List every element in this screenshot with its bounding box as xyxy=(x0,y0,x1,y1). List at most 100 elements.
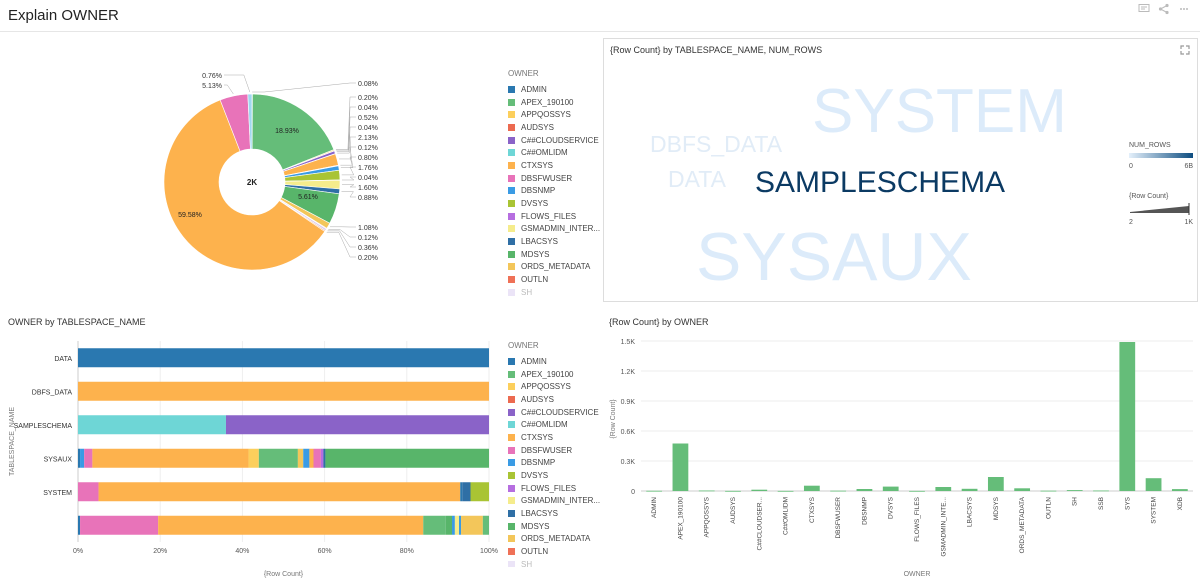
bar-segment-system-lbacsys[interactable] xyxy=(462,482,471,502)
bar-segment-system-dbsfwuser[interactable] xyxy=(78,482,99,502)
pie-legend-item-gsmadmin-inter[interactable]: GSMADMIN_INTER... xyxy=(508,223,600,236)
word-sampleschema[interactable]: SAMPLESCHEMA xyxy=(755,166,1006,199)
pie-legend-item-ctxsys[interactable]: CTXSYS xyxy=(508,159,600,172)
bar-flows-files[interactable] xyxy=(909,490,925,492)
bar-apex-190100[interactable] xyxy=(672,443,689,492)
bar-legend-item-sh[interactable]: SH xyxy=(508,558,600,567)
bar-c-omlidm[interactable] xyxy=(777,490,794,492)
word-system[interactable]: SYSTEM xyxy=(812,77,1067,146)
bar-segment-other-admin[interactable] xyxy=(78,515,81,535)
bar-legend-item-lbacsys[interactable]: LBACSYS xyxy=(508,507,600,520)
pie-legend-item-dbsfwuser[interactable]: DBSFWUSER xyxy=(508,172,600,185)
bar-legend-item-audsys[interactable]: AUDSYS xyxy=(508,393,600,406)
bar-segment-sysaux-appqossys[interactable] xyxy=(248,448,259,468)
owner-bar-chart[interactable]: 0 0.3K 0.6K 0.9K 1.2K 1.5K ADMIN APEX_190100 APP… xyxy=(603,319,1200,579)
bar-legend-item-gsmadmin-inter[interactable]: GSMADMIN_INTER... xyxy=(508,495,600,508)
bar-sys[interactable] xyxy=(1119,342,1136,491)
bar-segment-other-gsmadmin-inter[interactable] xyxy=(454,515,459,535)
bar-audsys[interactable] xyxy=(725,490,741,492)
pie-legend-item-c-omlidm[interactable]: C##OMLIDM xyxy=(508,146,600,159)
stacked-bar-chart[interactable]: 0% 20% 40% 60% 80% 100% DATA DBFS_DATA SAMPLESCH… xyxy=(0,319,500,579)
pie-slice-sys[interactable] xyxy=(163,99,326,271)
bar-segment-other-ctxsys[interactable] xyxy=(158,515,424,535)
bar-appqossys[interactable] xyxy=(698,490,715,492)
bar-segment-system-ctxsys[interactable] xyxy=(98,482,461,502)
bar-segment-sysaux-dbsnmp[interactable] xyxy=(80,448,85,468)
bar-outln[interactable] xyxy=(1040,490,1057,492)
bar-dbsnmp[interactable] xyxy=(856,489,873,491)
pie-slice-apex-190100[interactable] xyxy=(251,93,335,171)
pie-legend-item-lbacsys[interactable]: LBACSYS xyxy=(508,235,600,248)
bar-system[interactable] xyxy=(1145,478,1162,491)
bar-segment-sysaux-lbacsys[interactable] xyxy=(323,448,326,468)
bar-segment-sysaux-mdsys[interactable] xyxy=(325,448,489,468)
pie-legend-item-flows-files[interactable]: FLOWS_FILES xyxy=(508,210,600,223)
bar-legend-item-outln[interactable]: OUTLN xyxy=(508,545,600,558)
bar-sh[interactable] xyxy=(1066,490,1083,491)
bar-segment-sysaux-ctxsys[interactable] xyxy=(309,448,314,468)
bar-segment-other-dbsnmp[interactable] xyxy=(452,515,455,535)
bar-segment-sampleschema-c-cloudservice[interactable] xyxy=(225,415,489,435)
bar-legend-item-mdsys[interactable]: MDSYS xyxy=(508,520,600,533)
bar-segment-sysaux-ords-metadata[interactable] xyxy=(297,448,304,468)
pie-legend-item-audsys[interactable]: AUDSYS xyxy=(508,121,600,134)
bar-legend-item-flows-files[interactable]: FLOWS_FILES xyxy=(508,482,600,495)
more-icon[interactable] xyxy=(1178,3,1190,15)
bar-segment-sysaux-flows-files[interactable] xyxy=(320,448,324,468)
bar-legend-item-ctxsys[interactable]: CTXSYS xyxy=(508,431,600,444)
pie-legend-item-apex-190100[interactable]: APEX_190100 xyxy=(508,96,600,109)
pie-legend-item-sh[interactable]: SH xyxy=(508,286,600,296)
bar-segment-system-dvsys[interactable] xyxy=(470,482,489,502)
bar-segment-sysaux-dbsfwuser[interactable] xyxy=(313,448,321,468)
pie-legend-item-appqossys[interactable]: APPQOSSYS xyxy=(508,108,600,121)
bar-dvsys[interactable] xyxy=(882,486,899,491)
bar-legend-item-dvsys[interactable]: DVSYS xyxy=(508,469,600,482)
bar-ctxsys[interactable] xyxy=(803,485,820,491)
word-sysaux[interactable]: SYSAUX xyxy=(696,219,972,295)
bar-legend-item-apex-190100[interactable]: APEX_190100 xyxy=(508,368,600,381)
bar-segment-other-mdsys[interactable] xyxy=(445,515,453,535)
bar-legend-item-c-omlidm[interactable]: C##OMLIDM xyxy=(508,418,600,431)
bar-segment-other-apex-190100[interactable] xyxy=(482,515,489,535)
bar-segment-data-admin[interactable] xyxy=(78,348,489,368)
bar-segment-dbfs-data-ctxsys[interactable] xyxy=(78,381,489,401)
bar-segment-sysaux-apex-190100[interactable] xyxy=(258,448,298,468)
bar-segment-system-admin[interactable] xyxy=(460,482,463,502)
pie-legend-item-outln[interactable]: OUTLN xyxy=(508,273,600,286)
bar-ssb[interactable] xyxy=(1093,490,1109,492)
bar-lbacsys[interactable] xyxy=(961,488,978,491)
pie-chart[interactable]: 2K 0.08% 18.93% 0.20% 0.04% 0.52% 0.04% 2.13% 0.… xyxy=(0,38,500,302)
pie-legend-item-dvsys[interactable]: DVSYS xyxy=(508,197,600,210)
bar-legend-item-c-cloudservice[interactable]: C##CLOUDSERVICE xyxy=(508,406,600,419)
bar-segment-sysaux-ctxsys[interactable] xyxy=(92,448,249,468)
bar-legend-item-admin[interactable]: ADMIN xyxy=(508,355,600,368)
bar-segment-sampleschema-c-omlidm[interactable] xyxy=(78,415,226,435)
bar-segment-sysaux-admin[interactable] xyxy=(78,448,81,468)
expand-icon[interactable] xyxy=(1180,45,1190,55)
bar-legend-item-dbsnmp[interactable]: DBSNMP xyxy=(508,457,600,470)
bar-segment-sysaux-dbsnmp[interactable] xyxy=(303,448,310,468)
pie-legend-item-admin[interactable]: ADMIN xyxy=(508,83,600,96)
pie-legend-item-dbsnmp[interactable]: DBSNMP xyxy=(508,185,600,198)
bar-c-cloudser[interactable] xyxy=(751,489,768,491)
bar-dbsfwuser[interactable] xyxy=(830,490,847,492)
pie-legend-item-ords-metadata[interactable]: ORDS_METADATA xyxy=(508,261,600,274)
bar-mdsys[interactable] xyxy=(987,477,1004,491)
pie-legend-item-mdsys[interactable]: MDSYS xyxy=(508,248,600,261)
word-data[interactable]: DATA xyxy=(668,166,726,192)
bar-segment-other-dbsnmp[interactable] xyxy=(458,515,462,535)
bar-legend-item-dbsfwuser[interactable]: DBSFWUSER xyxy=(508,444,600,457)
bar-segment-other-ords-metadata[interactable] xyxy=(461,515,483,535)
bar-legend-item-appqossys[interactable]: APPQOSSYS xyxy=(508,380,600,393)
word-dbfs-data[interactable]: DBFS_DATA xyxy=(650,131,783,157)
share-icon[interactable] xyxy=(1158,3,1170,15)
pie-legend-item-c-cloudservice[interactable]: C##CLOUDSERVICE xyxy=(508,134,600,147)
bar-segment-other-dbsfwuser[interactable] xyxy=(80,515,159,535)
bar-gsmadmin-inte[interactable] xyxy=(935,487,952,491)
bar-ords-metadata[interactable] xyxy=(1014,488,1031,491)
pie-slice-xdb[interactable] xyxy=(247,93,253,150)
bar-segment-sysaux-dbsfwuser[interactable] xyxy=(84,448,93,468)
comment-icon[interactable] xyxy=(1138,3,1150,15)
bar-legend-item-ords-metadata[interactable]: ORDS_METADATA xyxy=(508,533,600,546)
bar-segment-other-apex-190100[interactable] xyxy=(423,515,446,535)
